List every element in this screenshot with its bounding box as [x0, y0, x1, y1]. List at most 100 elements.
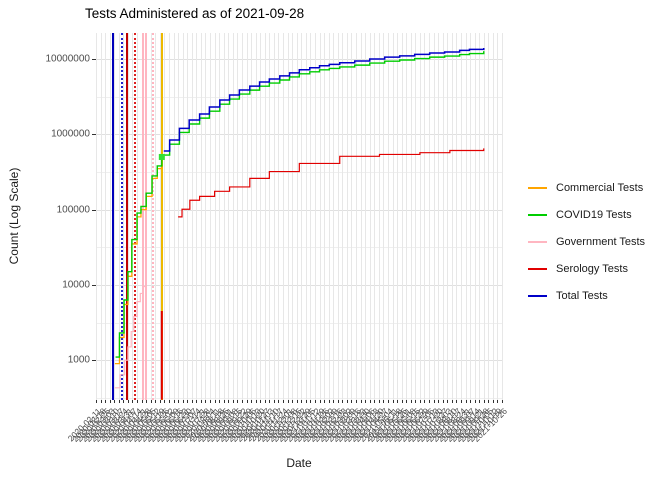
gridline-x — [365, 33, 367, 400]
gridline-x — [118, 33, 120, 400]
gridline-x — [264, 33, 266, 400]
x-axis-tick — [401, 400, 403, 403]
gridline-x — [273, 33, 275, 400]
legend-key-line — [528, 294, 547, 297]
gridline-x — [360, 33, 362, 400]
x-axis-tick — [365, 400, 367, 403]
x-axis-tick — [502, 400, 503, 403]
gridline-x — [168, 33, 170, 400]
x-axis-tick — [150, 400, 152, 403]
legend-entry: Commercial Tests — [528, 174, 645, 201]
legend-key-line — [528, 267, 547, 270]
gridline-x — [255, 33, 257, 400]
gridline-x — [173, 33, 175, 400]
gridline-x — [283, 33, 285, 400]
legend-key-line — [528, 213, 547, 216]
x-axis-tick — [287, 400, 289, 403]
legend-entry: Total Tests — [528, 282, 645, 309]
minor-gridline-y — [96, 247, 502, 249]
x-axis-tick — [337, 400, 339, 403]
x-axis-title: Date — [286, 456, 312, 470]
legend-label: Serology Tests — [556, 262, 628, 275]
gridline-x — [401, 33, 403, 400]
x-axis-tick — [492, 400, 494, 403]
legend-label: Commercial Tests — [556, 181, 644, 194]
gridline-x — [127, 33, 129, 400]
legend-entry: Government Tests — [528, 228, 645, 255]
y-tick-label: 10000 — [62, 279, 90, 291]
x-axis-tick — [123, 400, 125, 403]
x-axis-tick — [465, 400, 467, 403]
gridline-x — [196, 33, 198, 400]
x-axis-tick — [96, 400, 97, 403]
x-axis-tick — [118, 400, 120, 403]
x-axis-tick — [392, 400, 394, 403]
x-axis-tick — [127, 400, 129, 403]
gridline-x — [319, 33, 321, 400]
x-axis-tick — [155, 400, 157, 403]
y-tick-label: 100000 — [56, 204, 90, 216]
x-axis-tick — [356, 400, 358, 403]
gridline-x — [260, 33, 262, 400]
legend-key-line — [528, 186, 547, 189]
gridline-x — [346, 33, 348, 400]
x-axis-tick — [232, 400, 234, 403]
x-axis-tick — [410, 400, 412, 403]
gridline-x — [310, 33, 312, 400]
x-axis-tick — [159, 400, 161, 403]
y-tick-label: 1000000 — [51, 128, 90, 140]
x-axis-tick — [328, 400, 330, 403]
gridline-x — [433, 33, 435, 400]
gridline-x — [305, 33, 307, 400]
x-axis-tick — [105, 400, 107, 403]
x-axis-tick — [260, 400, 262, 403]
gridline-x — [314, 33, 316, 400]
y-tick-label: 10000000 — [45, 53, 91, 65]
vline-solid — [144, 33, 147, 400]
gridline-x — [287, 33, 289, 400]
x-axis-tick — [324, 400, 326, 403]
x-axis-tick — [374, 400, 376, 403]
gridline-x — [392, 33, 394, 400]
gridline-x — [497, 33, 499, 400]
gridline-x — [210, 33, 212, 400]
x-axis-tick — [100, 400, 102, 403]
x-axis-tick — [182, 400, 184, 403]
x-axis-tick — [314, 400, 316, 403]
x-axis-tick — [164, 400, 166, 403]
vline-dotted — [151, 33, 154, 400]
x-axis-tick — [264, 400, 266, 403]
x-axis-tick — [424, 400, 426, 403]
x-axis-tick — [310, 400, 312, 403]
gridline-x — [214, 33, 216, 400]
gridline-x — [492, 33, 494, 400]
x-axis-tick — [460, 400, 462, 403]
gridline-x — [109, 33, 111, 400]
gridline-x — [474, 33, 476, 400]
gridline-x — [105, 33, 107, 400]
gridline-x — [123, 33, 125, 400]
gridline-x — [397, 33, 399, 400]
x-axis-tick — [278, 400, 280, 403]
y-axis-tick — [92, 284, 96, 286]
legend-label: Government Tests — [556, 235, 646, 248]
x-axis-tick — [387, 400, 389, 403]
x-axis-tick — [319, 400, 321, 403]
x-axis-tick — [333, 400, 335, 403]
gridline-x — [465, 33, 467, 400]
x-axis-tick — [429, 400, 431, 403]
minor-gridline-y — [96, 96, 502, 98]
x-axis-tick — [109, 400, 111, 403]
legend-label: Total Tests — [556, 289, 608, 302]
gridline-x — [241, 33, 243, 400]
gridline-x — [278, 33, 280, 400]
gridline-x — [219, 33, 221, 400]
x-axis-tick — [397, 400, 399, 403]
x-axis-tick — [346, 400, 348, 403]
minor-gridline-y — [96, 322, 502, 324]
gridline-x — [187, 33, 189, 400]
gridline-x — [100, 33, 102, 400]
x-axis-tick — [296, 400, 298, 403]
x-axis-tick — [470, 400, 472, 403]
x-axis-tick — [200, 400, 202, 403]
